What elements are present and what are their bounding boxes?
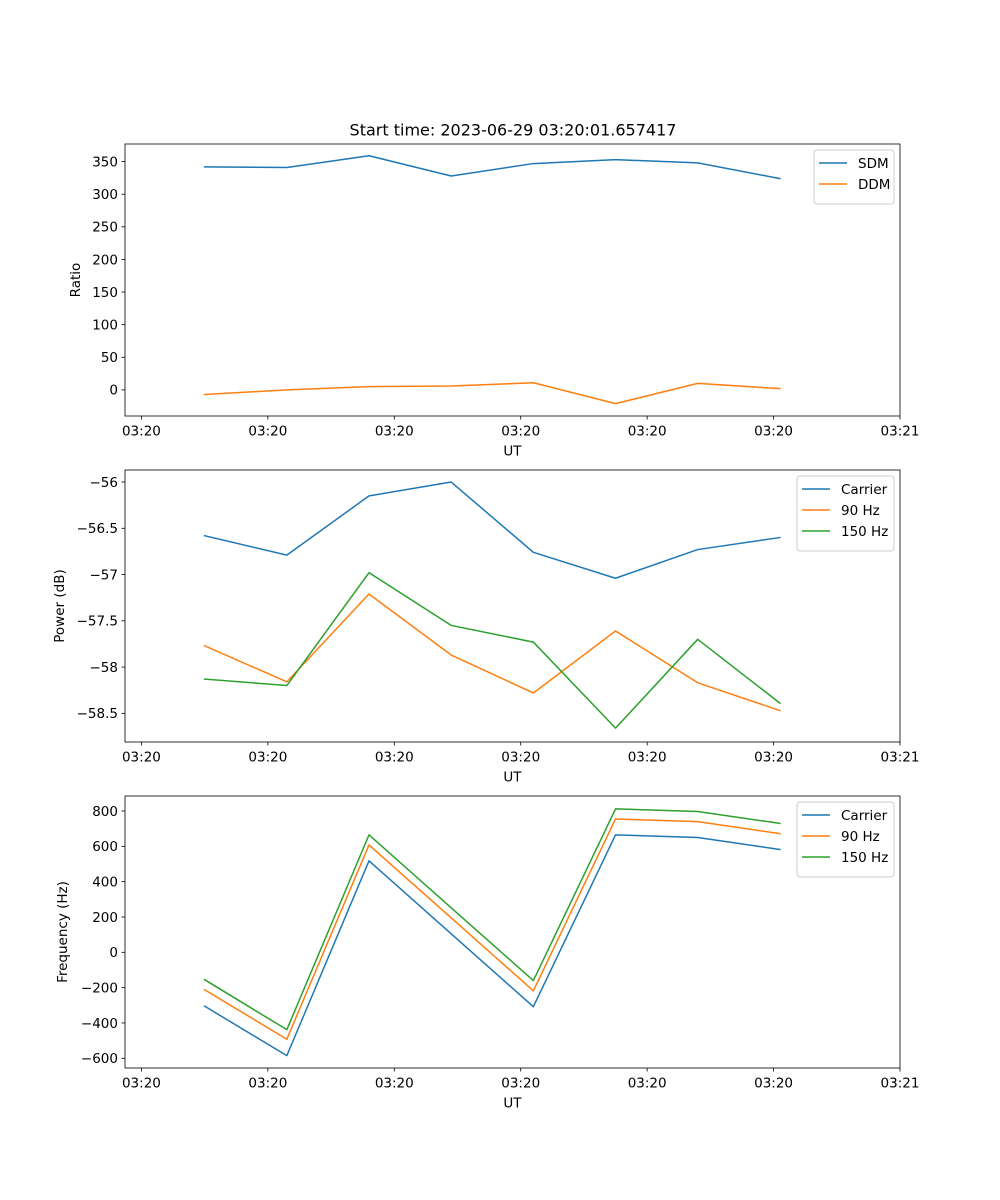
y-axis-label: Frequency (Hz) — [55, 881, 71, 983]
axes-frame — [124, 469, 901, 743]
x-tick-label: 03:20 — [754, 750, 793, 766]
x-tick-label: 03:20 — [501, 1076, 540, 1092]
x-tick-label: 03:20 — [122, 424, 161, 440]
legend-box — [796, 801, 895, 878]
x-tick-label: 03:20 — [375, 424, 414, 440]
y-tick-label: −56 — [90, 475, 119, 491]
series-line-sdm — [203, 154, 781, 180]
series-line-90-hz — [203, 818, 781, 1040]
x-tick-label: 03:20 — [754, 424, 793, 440]
y-tick-label: 200 — [92, 910, 118, 926]
series-line-carrier — [203, 834, 781, 1057]
legend-label: Carrier — [841, 808, 888, 824]
y-tick-label: −600 — [81, 1051, 118, 1067]
x-tick-label: 03:20 — [501, 424, 540, 440]
y-tick-label: 350 — [92, 154, 118, 170]
x-tick-label: 03:20 — [375, 750, 414, 766]
y-tick-label: 0 — [109, 383, 118, 399]
x-tick-label: 03:21 — [881, 424, 920, 440]
legend-label: 90 Hz — [841, 503, 880, 519]
figure-title: Start time: 2023-06-29 03:20:01.657417 — [350, 121, 677, 140]
y-axis-label: Power (dB) — [52, 569, 68, 642]
x-axis-label: UT — [503, 770, 522, 786]
legend-label: 150 Hz — [841, 524, 888, 540]
x-tick-label: 03:20 — [628, 1076, 667, 1092]
axes-frame — [124, 795, 901, 1069]
x-tick-label: 03:21 — [881, 750, 920, 766]
y-tick-label: −200 — [81, 980, 118, 996]
legend-label: 150 Hz — [841, 850, 888, 866]
legend: Carrier 90 Hz 150 Hz — [796, 475, 895, 552]
y-tick-label: 0 — [109, 945, 118, 961]
x-tick-label: 03:20 — [248, 424, 287, 440]
y-tick-label: 600 — [92, 839, 118, 855]
y-axis-label: Ratio — [68, 263, 84, 298]
chart-panel-1: 03:20 03:20 03:20 03:20 03:20 03:20 03:21 0 50 10… — [68, 143, 920, 460]
y-tick-label: 800 — [92, 804, 118, 820]
y-tick-label: 200 — [92, 252, 118, 268]
x-tick-label: 03:20 — [628, 424, 667, 440]
legend-label: DDM — [858, 177, 890, 193]
series-line-carrier — [203, 481, 781, 579]
y-tick-label: 400 — [92, 874, 118, 890]
x-tick-label: 03:20 — [375, 1076, 414, 1092]
legend-label: SDM — [858, 156, 889, 172]
y-tick-label: 50 — [101, 350, 118, 366]
x-tick-label: 03:20 — [122, 750, 161, 766]
x-axis-label: UT — [503, 1096, 522, 1112]
x-tick-label: 03:20 — [248, 750, 287, 766]
series-line-90-hz — [203, 593, 781, 712]
y-tick-label: −56.5 — [77, 521, 118, 537]
series-line-150-hz — [203, 571, 781, 729]
x-tick-label: 03:20 — [122, 1076, 161, 1092]
legend: Carrier 90 Hz 150 Hz — [796, 801, 895, 878]
chart-panel-3: 03:20 03:20 03:20 03:20 03:20 03:20 03:21 −600 −… — [55, 795, 920, 1112]
x-tick-label: 03:21 — [881, 1076, 920, 1092]
y-tick-label: 250 — [92, 220, 118, 236]
legend-label: Carrier — [841, 482, 888, 498]
x-tick-label: 03:20 — [754, 1076, 793, 1092]
y-tick-label: −58.5 — [77, 706, 118, 722]
y-tick-label: −58 — [90, 660, 119, 676]
x-tick-label: 03:20 — [248, 1076, 287, 1092]
y-tick-label: −400 — [81, 1016, 118, 1032]
x-tick-label: 03:20 — [501, 750, 540, 766]
legend: SDM DDM — [813, 149, 895, 205]
y-tick-label: −57 — [90, 567, 119, 583]
legend-box — [796, 475, 895, 552]
legend-label: 90 Hz — [841, 829, 880, 845]
y-tick-label: 300 — [92, 187, 118, 203]
series-line-ddm — [203, 381, 781, 405]
y-tick-label: 100 — [92, 317, 118, 333]
x-tick-label: 03:20 — [628, 750, 667, 766]
y-tick-label: −57.5 — [77, 614, 118, 630]
y-tick-label: 150 — [92, 285, 118, 301]
series-line-150-hz — [203, 808, 781, 1031]
chart-panel-2: 03:20 03:20 03:20 03:20 03:20 03:20 03:21 −58.5… — [52, 469, 920, 786]
x-axis-label: UT — [503, 444, 522, 460]
axes-frame — [124, 143, 901, 417]
